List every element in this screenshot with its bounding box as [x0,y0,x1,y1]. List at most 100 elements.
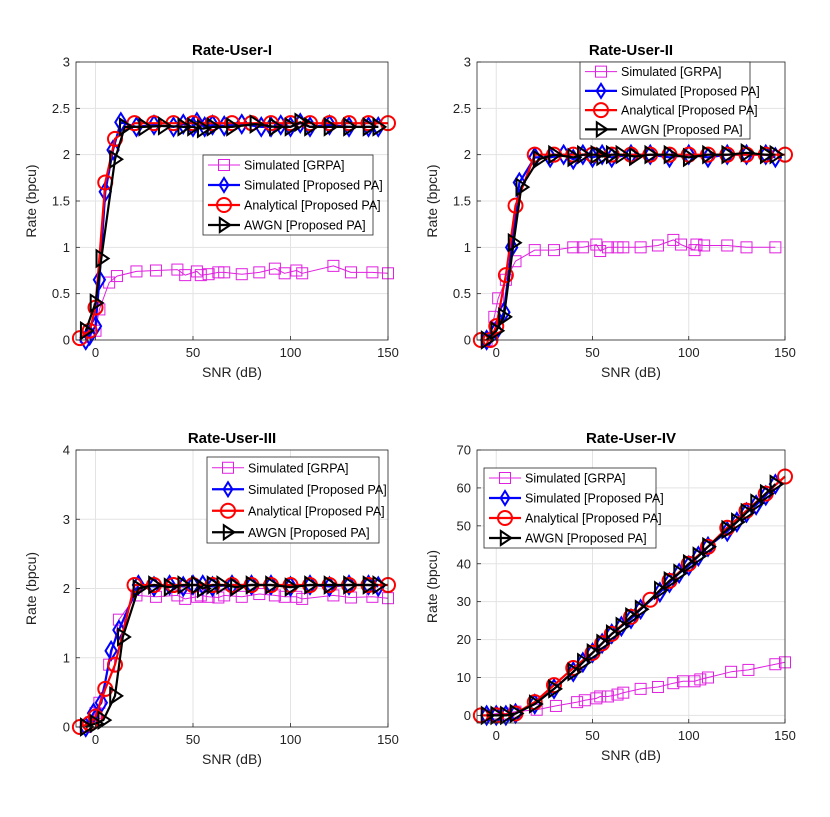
right-triangle-marker [759,144,775,165]
right-triangle-marker [567,147,583,168]
square-marker [769,658,782,671]
axes-box [476,449,786,724]
square-marker [194,269,207,282]
legend-entry-label: Simulated [Proposed PA] [248,483,387,497]
x-tick-label: 50 [186,345,200,360]
right-triangle-marker [769,474,785,494]
legend: Simulated [GRPA] Simulated [Proposed PA] A… [483,467,664,549]
square-marker [235,590,248,603]
chart-title: Rate-User-II [589,42,673,59]
circle-marker [204,115,221,132]
series-layer [71,574,396,738]
y-tick-label: 2 [63,581,70,596]
circle-marker [497,267,514,284]
series-layer [472,468,793,727]
y-tick-label: 0 [464,708,471,723]
right-triangle-marker [89,293,105,313]
square-marker [278,267,291,280]
diamond-marker [499,489,511,507]
legend-entry-label: Simulated [Proposed PA] [621,84,760,98]
right-triangle-marker [206,575,222,595]
square-marker [110,270,123,283]
right-triangle-marker [740,142,756,163]
right-triangle-marker [163,577,179,597]
y-tick-label: 3 [63,55,70,70]
legend-entry-label: Analytical [Proposed PA] [244,199,381,213]
legend: Simulated [GRPA] Simulated [Proposed PA] A… [202,154,383,236]
y-tick-label: 1 [63,650,70,665]
right-triangle-marker [663,144,679,165]
right-triangle-marker [634,599,650,620]
square-marker [366,266,379,279]
right-triangle-marker [265,575,281,595]
x-tick-label: 50 [585,345,599,360]
right-triangle-marker [567,661,583,682]
square-marker [179,269,192,282]
square-marker [567,241,580,254]
y-tick-label: 0.5 [453,286,471,301]
right-triangle-marker [79,320,95,341]
right-triangle-marker [269,116,284,137]
square-marker [549,699,562,712]
square-marker [601,690,614,703]
square-marker [769,241,782,254]
legend-entry-label: Simulated [GRPA] [525,472,626,486]
right-triangle-marker [109,149,125,170]
right-triangle-marker [97,710,113,730]
right-triangle-marker [109,685,125,706]
y-tick-label: 1.5 [453,194,471,209]
right-triangle-marker [673,563,689,584]
right-triangle-marker [615,144,631,165]
right-triangle-marker [343,575,359,595]
x-tick-label: 0 [493,728,500,743]
right-triangle-marker [750,493,766,513]
square-marker [617,241,630,254]
subplot-rate-user-ii: 0 50 100 150 0 0.5 1 1.5 2 2.5 3 Rate-User-II SNR (d… [424,42,796,380]
y-tick-label: 20 [457,632,471,647]
right-triangle-marker [196,578,212,599]
right-triangle-marker [157,116,173,136]
right-triangle-marker [644,144,660,165]
x-tick-label: 100 [280,732,302,747]
chart-title: Rate-User-IV [586,430,676,447]
right-triangle-marker [117,627,132,647]
square-marker [571,696,584,709]
right-triangle-marker [230,577,245,597]
circle-marker [321,115,338,132]
chart-title: Rate-User-I [192,42,272,59]
x-tick-label: 150 [774,345,796,360]
square-marker [528,244,541,257]
square-marker [327,259,340,272]
circle-marker [216,197,232,213]
square-marker [253,588,266,601]
circle-marker [546,677,562,694]
right-triangle-marker [615,616,631,637]
diamond-marker [190,111,204,134]
x-tick-label: 0 [493,345,500,360]
circle-marker [642,591,659,608]
diamond-marker [106,139,120,161]
right-triangle-marker [138,116,154,137]
square-marker [690,238,703,251]
circle-marker [507,197,524,214]
x-axis-label: SNR (dB) [202,364,262,380]
right-triangle-marker [245,575,261,595]
circle-marker [488,318,505,335]
square-marker [651,239,664,252]
right-triangle-marker [577,652,592,673]
right-triangle-marker [692,546,708,567]
square-marker [675,238,688,251]
right-triangle-marker [132,578,148,599]
legend: Simulated [GRPA] Simulated [Proposed PA] A… [206,456,387,544]
legend-box [483,467,657,549]
legend-entry-label: AWGN [Proposed PA] [621,123,743,137]
legend-box [202,154,374,236]
y-tick-label: 0 [63,720,70,735]
right-triangle-marker [596,633,612,654]
diamond-marker [322,114,337,136]
right-triangle-marker [721,519,737,540]
square-marker [698,239,711,252]
diamond-marker [283,575,298,598]
y-tick-label: 10 [457,670,471,685]
y-tick-label: 0 [63,333,70,348]
